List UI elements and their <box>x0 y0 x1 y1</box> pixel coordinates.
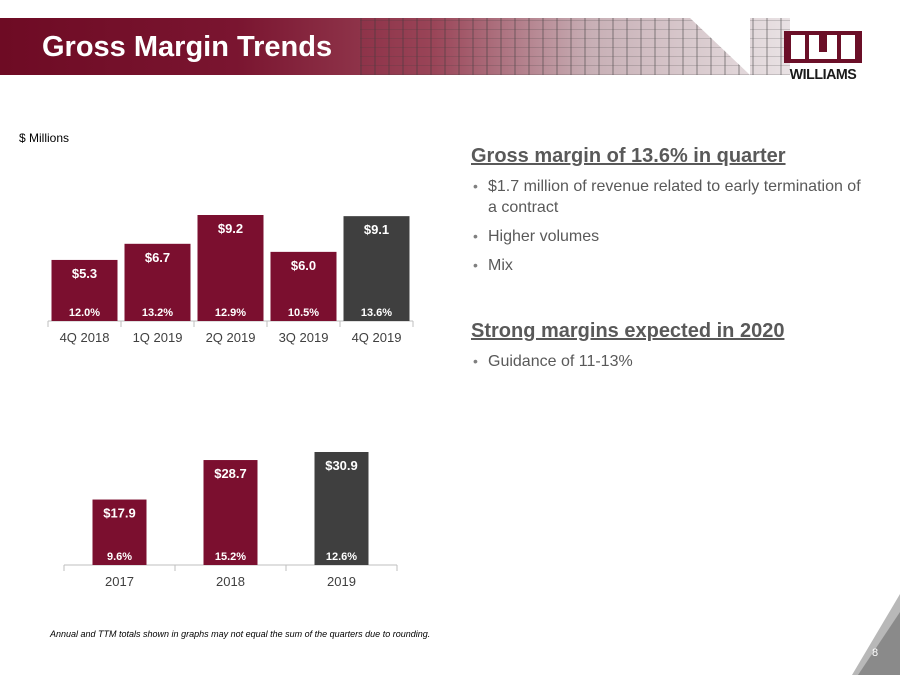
annual-gross-margin-chart: $17.9 9.6% 2017 $28.7 15.2% 2018 $30.9 12.6% 201… <box>63 452 398 589</box>
section-outlook: Strong margins expected in 2020 Guidance… <box>471 320 871 372</box>
x-tick-label: 2019 <box>327 574 356 589</box>
bar-margin-label: 13.6% <box>361 307 392 319</box>
units-label: $ Millions <box>19 131 70 145</box>
bar-value-label: $17.9 <box>103 506 136 521</box>
williams-logo: WILLIAMS <box>782 30 864 86</box>
corner-accent <box>852 594 900 675</box>
bar-value-label: $6.0 <box>291 258 316 273</box>
bar-2q-2019 <box>197 215 264 321</box>
bullet-item: $1.7 million of revenue related to early… <box>471 176 871 218</box>
x-tick-label: 2Q 2019 <box>206 330 256 345</box>
bullet-item: Guidance of 11-13% <box>471 351 871 372</box>
x-tick-label: 2018 <box>216 574 245 589</box>
quarterly-gross-margin-chart: $5.3 12.0% 4Q 2018 $6.7 13.2% 1Q 2019 $9.2 12.9… <box>47 215 414 345</box>
bullet-item: Higher volumes <box>471 226 871 247</box>
bar-2018 <box>203 460 258 565</box>
x-tick-label: 4Q 2019 <box>352 330 402 345</box>
x-tick-label: 2017 <box>105 574 134 589</box>
bar-value-label: $28.7 <box>214 466 247 481</box>
bar-2017 <box>92 499 147 565</box>
bar-4q-2018 <box>51 259 118 321</box>
bar-margin-label: 12.0% <box>69 307 100 319</box>
williams-logo-icon <box>784 31 862 63</box>
section-quarter: Gross margin of 13.6% in quarter $1.7 mi… <box>471 145 871 276</box>
bar-margin-label: 10.5% <box>288 307 319 319</box>
bar-value-label: $30.9 <box>325 458 358 473</box>
bar-2019 <box>314 452 369 565</box>
bullet-item: Mix <box>471 255 871 276</box>
bar-1q-2019 <box>124 243 191 321</box>
bar-value-label: $9.2 <box>218 221 243 236</box>
x-tick-label: 3Q 2019 <box>279 330 329 345</box>
bar-value-label: $9.1 <box>364 222 389 237</box>
bar-margin-label: 12.6% <box>326 551 357 563</box>
x-tick-label: 1Q 2019 <box>133 330 183 345</box>
page-number: 8 <box>872 647 879 659</box>
page-title: Gross Margin Trends <box>42 31 333 63</box>
x-tick-label: 4Q 2018 <box>60 330 110 345</box>
bar-3q-2019 <box>270 251 337 321</box>
bar-margin-label: 12.9% <box>215 307 246 319</box>
section-quarter-heading: Gross margin of 13.6% in quarter <box>471 145 786 167</box>
bar-value-label: $6.7 <box>145 250 170 265</box>
section-outlook-bullets: Guidance of 11-13% <box>471 351 871 372</box>
footnote: Annual and TTM totals shown in graphs ma… <box>50 629 431 639</box>
logo-wordmark: WILLIAMS <box>789 66 857 83</box>
section-outlook-heading: Strong margins expected in 2020 <box>471 320 785 342</box>
bar-value-label: $5.3 <box>72 266 97 281</box>
bar-margin-label: 15.2% <box>215 551 246 563</box>
section-quarter-bullets: $1.7 million of revenue related to early… <box>471 176 871 276</box>
bar-margin-label: 13.2% <box>142 307 173 319</box>
banner-diagonal-cut <box>690 18 750 75</box>
bar-4q-2019 <box>343 216 410 321</box>
bar-margin-label: 9.6% <box>107 551 132 563</box>
